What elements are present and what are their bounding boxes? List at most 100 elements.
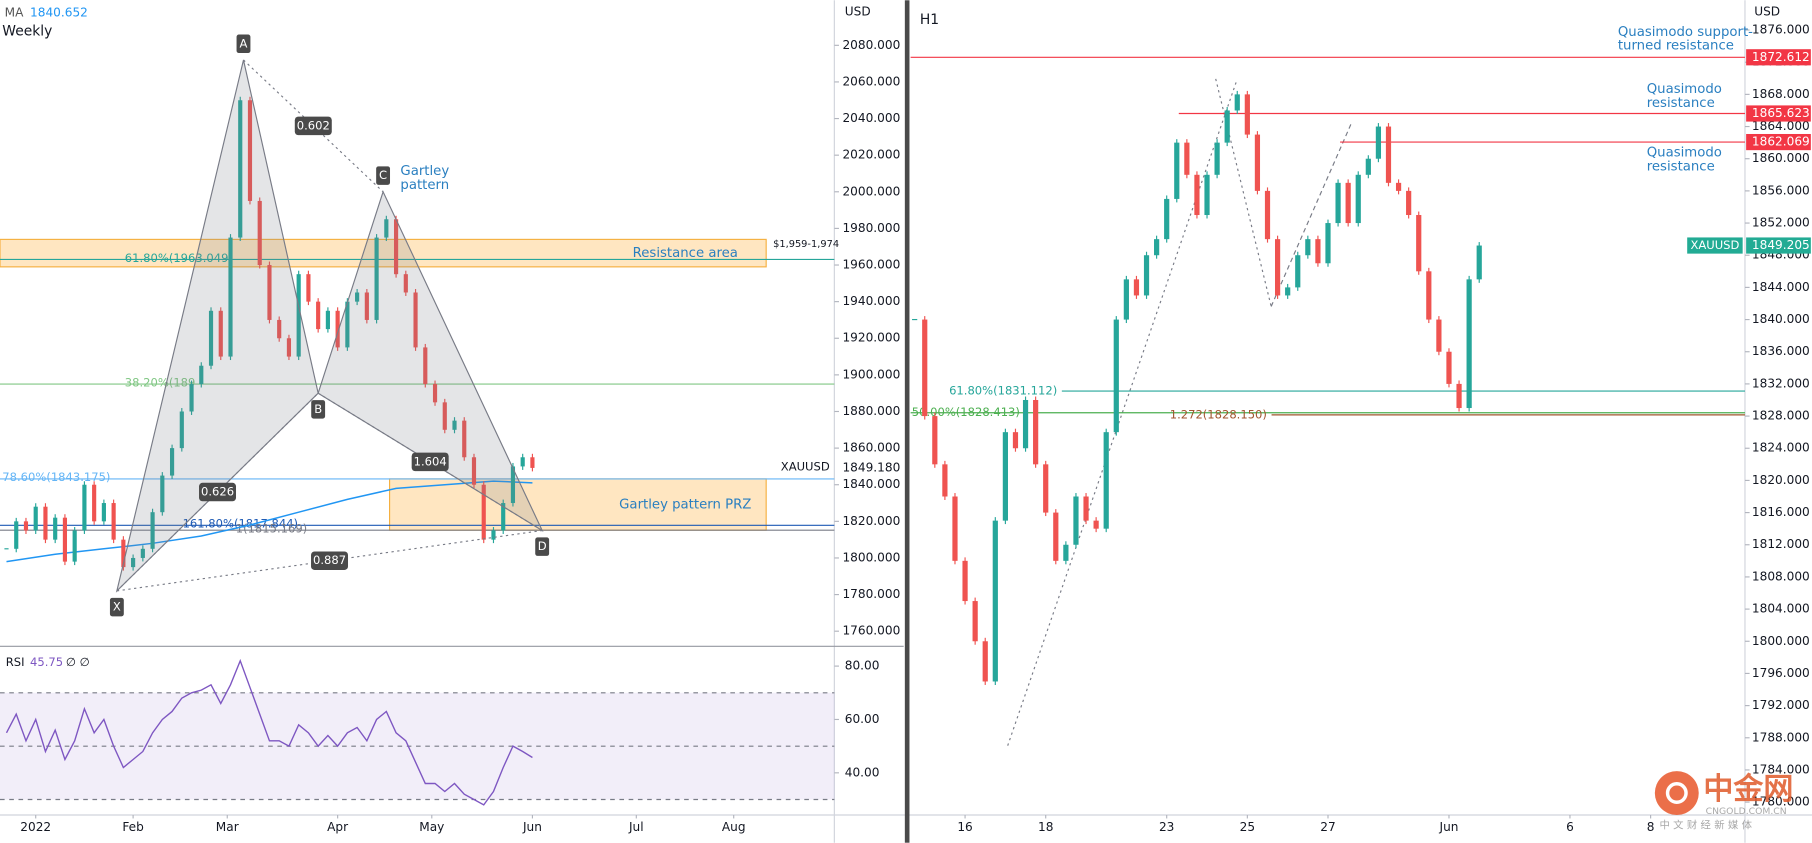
candle xyxy=(1456,383,1462,409)
candle xyxy=(1103,432,1109,529)
y-tick-label: 1828.000 xyxy=(1752,409,1810,423)
point-badge xyxy=(109,597,124,617)
candle xyxy=(208,310,214,366)
candle xyxy=(452,420,457,430)
candle xyxy=(257,200,262,266)
ratio-badge xyxy=(294,116,332,136)
y-tick-label: 60.00 xyxy=(845,712,880,726)
x-tick-label: 8 xyxy=(1647,820,1655,834)
candle xyxy=(72,530,77,562)
zone-label: Resistance area xyxy=(633,246,738,261)
candle xyxy=(1295,255,1301,288)
ratio-label: 1.604 xyxy=(414,454,447,468)
zone xyxy=(389,478,767,531)
y-tick-label: 1980.000 xyxy=(842,221,900,235)
candle xyxy=(1406,190,1412,216)
pattern-name: pattern xyxy=(400,178,449,193)
y-tick-label: 1796.000 xyxy=(1752,666,1810,680)
x-tick-label: Apr xyxy=(327,820,348,834)
symbol-label: XAUUSD xyxy=(781,459,830,473)
candle xyxy=(432,384,438,403)
panel-divider xyxy=(904,0,910,843)
y-tick-label: 1868.000 xyxy=(1752,87,1810,101)
ma-line xyxy=(6,480,533,563)
candle xyxy=(1426,271,1432,320)
candle xyxy=(1093,520,1099,529)
watermark: 中金网 CNGOLD.COM.CN 中 文 财 经 新 媒 体 xyxy=(1654,771,1793,831)
candle xyxy=(238,100,243,238)
y-tick-label: 1824.000 xyxy=(1752,441,1810,455)
candle xyxy=(1113,319,1119,433)
price-tag xyxy=(1746,49,1811,66)
candle xyxy=(982,641,988,682)
ratio-badge xyxy=(311,551,349,570)
candle xyxy=(1073,496,1079,545)
candle xyxy=(481,484,486,540)
y-tick-label: 1780.000 xyxy=(1752,795,1810,809)
candle xyxy=(1174,142,1180,199)
indicator-value: 1840.652 xyxy=(30,5,88,19)
candle xyxy=(23,521,29,531)
ratio-badge xyxy=(199,482,237,502)
candle xyxy=(1012,432,1019,449)
candle xyxy=(218,310,223,357)
candle xyxy=(325,310,330,330)
candle xyxy=(179,411,184,449)
y-tick-label: 1800.000 xyxy=(842,550,900,564)
price-tag-label: 1872.612 xyxy=(1752,50,1810,64)
ratio-label: 0.626 xyxy=(201,485,234,499)
y-tick-label: 2000.000 xyxy=(842,184,900,198)
candle xyxy=(101,503,106,522)
candle xyxy=(316,301,321,330)
candle xyxy=(992,520,998,682)
candle xyxy=(1254,134,1261,191)
point-label: C xyxy=(379,168,387,182)
candle xyxy=(1244,94,1250,135)
candle xyxy=(140,548,145,558)
y-tick-label: 1876.000 xyxy=(1752,23,1810,37)
y-tick-label: 2020.000 xyxy=(842,148,900,162)
candle xyxy=(1154,239,1160,256)
candle xyxy=(1234,94,1240,111)
resistance-note: Quasimodo xyxy=(1647,145,1722,160)
candle xyxy=(1335,182,1341,224)
candle xyxy=(355,292,360,302)
candle xyxy=(1133,279,1140,296)
candle xyxy=(1204,174,1210,216)
watermark-tagline: 中 文 财 经 新 媒 体 xyxy=(1659,818,1752,831)
y-tick-label: 2060.000 xyxy=(842,74,900,88)
candle xyxy=(912,318,918,321)
candle xyxy=(1184,142,1190,175)
trend-line xyxy=(1270,121,1353,307)
level-label: 78.60%(1843.175) xyxy=(2,470,110,484)
trend-line xyxy=(1215,78,1272,307)
candle xyxy=(1194,174,1200,216)
resistance-note: Quasimodo support- xyxy=(1618,25,1753,40)
price-tag-label: 1849.180 xyxy=(842,460,900,474)
x-tick-label: 18 xyxy=(1038,820,1053,834)
candle xyxy=(53,517,58,540)
rsi-line xyxy=(5,658,533,806)
candle xyxy=(4,548,9,550)
axis-unit: USD xyxy=(1754,4,1780,18)
candle xyxy=(228,237,233,357)
level-label: 61.80%(1963.049) xyxy=(125,251,233,265)
candle xyxy=(1123,279,1129,320)
symbol-tag xyxy=(1687,237,1743,254)
y-tick-label: 1816.000 xyxy=(1752,505,1810,519)
candle xyxy=(1365,158,1371,175)
y-tick-label: 1920.000 xyxy=(842,331,900,345)
candle xyxy=(962,560,968,602)
candle xyxy=(62,517,68,562)
candle xyxy=(1285,287,1291,296)
candle xyxy=(1002,432,1008,521)
candle xyxy=(1043,464,1049,513)
y-tick-label: 1804.000 xyxy=(1752,602,1810,616)
level-label: 61.80%(1831.112) xyxy=(949,384,1057,398)
price-tag xyxy=(1746,105,1811,122)
y-tick-label: 1860.000 xyxy=(842,441,900,455)
price-tag xyxy=(835,459,901,477)
candle xyxy=(335,310,340,348)
symbol-label: XAUUSD xyxy=(1690,238,1739,252)
